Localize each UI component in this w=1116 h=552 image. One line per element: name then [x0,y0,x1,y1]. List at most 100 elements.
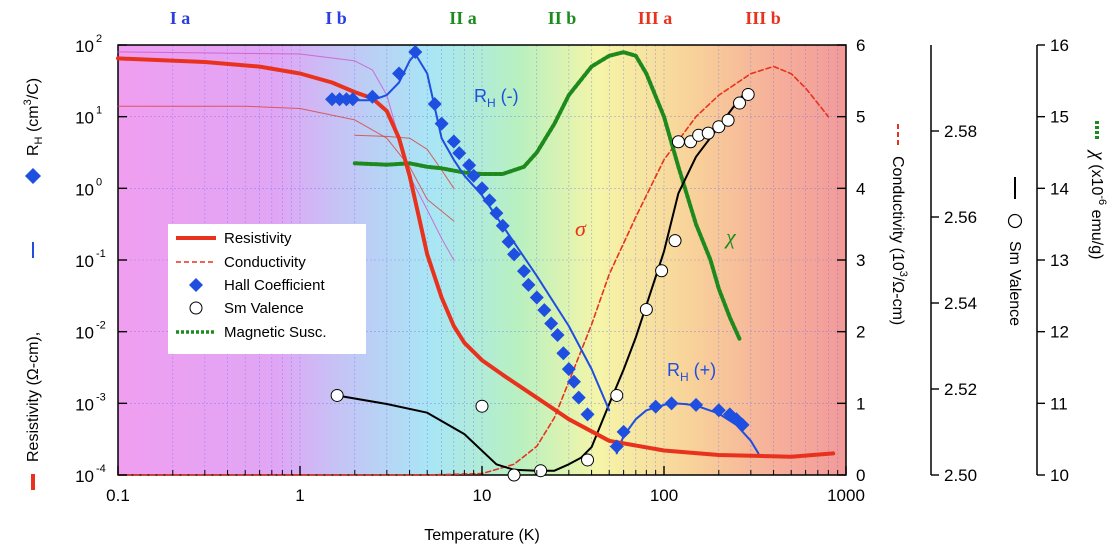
hall-point [489,206,504,221]
legend-label-resistivity: Resistivity [224,230,292,247]
x-tick-label: 100 [650,486,678,505]
left-tick-label: 10 [75,467,94,486]
legend-label-valence: Sm Valence [224,300,304,317]
x-tick-label: 10 [473,486,492,505]
legend-label-hall: Hall Coefficient [224,277,325,294]
region-label-IIb: II b [548,8,577,28]
annotation-rh-negative: RH (-) [474,86,519,110]
region-label-IIIb: III b [745,8,781,28]
left-tick-exponent: -1 [96,248,106,260]
region-label-IIIa: III a [638,8,673,28]
valence-point [610,388,624,402]
hall-point [609,439,624,454]
hall-point [446,134,461,149]
hall-point [529,290,544,305]
valence-point [655,264,669,278]
hall-point [501,234,516,249]
conductivity-tick-label: 4 [856,179,865,198]
susceptibility-tick-label: 11 [1050,394,1068,413]
valence-axis-label: Sm Valence [1006,177,1023,326]
annotation-rh-positive: RH (+) [667,360,716,384]
hall-point [544,316,559,331]
annotation-chi: χ [724,224,737,249]
region-label-Ia: I a [170,8,191,28]
hall-point [466,168,481,183]
valence-point [639,302,653,316]
susceptibility-tick-label: 10 [1050,466,1069,485]
legend-label-susceptibility: Magnetic Susc. [224,324,327,341]
legend-label-conductivity: Conductivity [224,254,306,271]
left-tick-label: 10 [75,324,94,343]
susceptibility-tick-label: 14 [1050,179,1069,198]
resistivity-thin-2-line [354,134,455,189]
susceptibility-line [352,50,742,341]
valence-point [701,126,715,140]
hall-point [482,193,497,208]
series-layer [116,44,836,482]
left-tick-label: 10 [75,180,94,199]
left-label-hall-diamond-swatch [25,168,41,184]
valence-point [668,234,682,248]
valence-point [330,388,344,402]
conductivity-axis-label: Conductivity (103/Ω-cm) [889,124,909,325]
hall-point [648,399,663,414]
conductivity-tick-label: 6 [856,36,865,55]
hall-point [689,397,704,412]
hall-point [495,218,510,233]
resistivity-thin-3-line [117,51,455,261]
left-tick-exponent: -3 [96,391,106,403]
valence-point [712,120,726,134]
conductivity-tick-label: 2 [856,323,865,342]
conductivity-tick-label: 5 [856,108,865,127]
left-tick-label: 10 [75,109,94,128]
left-tick-label: 10 [75,395,94,414]
left-label-resistivity: Resistivity (Ω-cm), [25,332,42,462]
annotation-sigma: σ [575,216,587,241]
conductivity-tick-label: 3 [856,251,865,270]
hall-point [507,247,522,262]
valence-tick-label: 2.54 [944,294,977,313]
susceptibility-tick-label: 13 [1050,251,1069,270]
valence-tick-label: 2.58 [944,122,977,141]
hall-point [516,264,531,279]
valence-point [721,113,735,127]
hall-point [408,44,423,59]
hall-point [462,158,477,173]
svg-text:Sm Valence: Sm Valence [1006,241,1023,326]
susceptibility-axis-label: χ (x10-6 emu/g) [1087,121,1109,259]
left-tick-exponent: 0 [96,176,102,188]
conductivity-tick-label: 0 [856,466,865,485]
legend-swatch-valence [189,301,203,315]
valence-tick-label: 2.50 [944,466,977,485]
x-tick-label: 1 [295,486,304,505]
susceptibility-tick-label: 15 [1050,108,1069,127]
hall-point [521,277,536,292]
left-tick-exponent: -2 [96,320,106,332]
conductivity-tick-label: 1 [856,394,865,413]
valence-tick-label: 2.56 [944,208,977,227]
valence-tick-label: 2.52 [944,380,977,399]
hall-point [571,390,586,405]
valence-point [741,87,755,101]
hall-point [664,396,679,411]
region-label-Ib: I b [325,8,347,28]
hall-point [325,92,340,107]
left-tick-exponent: 2 [96,33,102,45]
valence-label-circle-swatch [1007,213,1023,229]
valence-point [507,468,521,482]
hall-point [427,97,442,112]
valence-point [475,399,489,413]
hall-point [475,181,489,196]
left-tick-exponent: -4 [96,463,106,475]
hall-point [735,417,750,432]
legend: Resistivity Conductivity Hall Coefficien… [168,224,366,354]
valence-point [534,464,548,478]
region-label-IIa: II a [449,8,477,28]
susceptibility-tick-label: 16 [1050,36,1069,55]
hall-point [561,362,576,377]
hall-point [556,346,571,361]
resistivity-thin-1-line [117,105,455,222]
susceptibility-tick-label: 12 [1050,323,1069,342]
